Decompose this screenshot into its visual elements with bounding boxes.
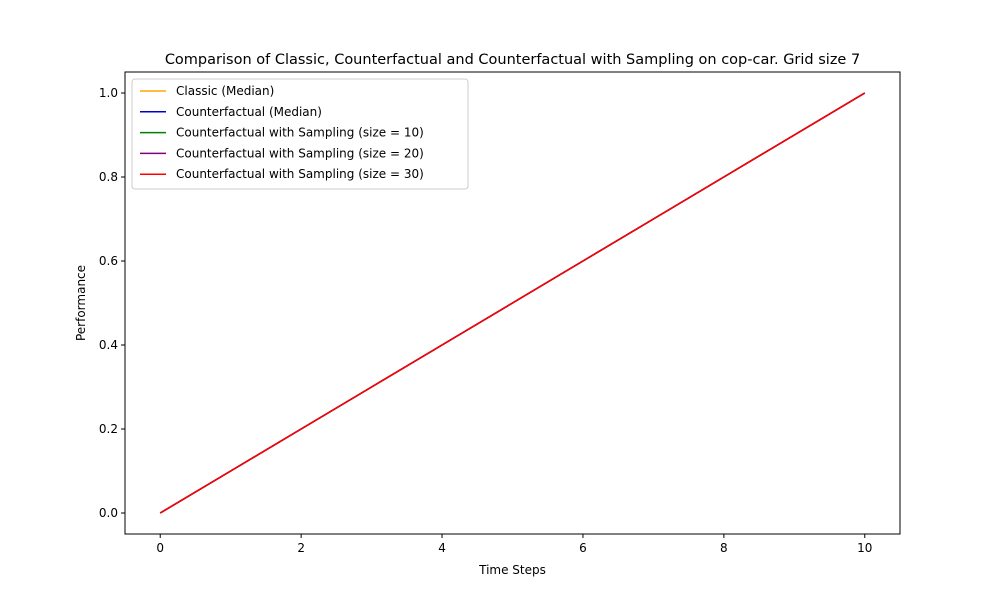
x-axis: 0 2 4 6 8 10 (156, 534, 872, 555)
x-tick-label: 6 (579, 541, 587, 555)
series-layer (159, 92, 866, 514)
y-axis: 0.0 0.2 0.4 0.6 0.8 1.0 (99, 86, 125, 520)
legend-label: Classic (Median) (176, 84, 274, 98)
x-tick-label: 2 (297, 541, 305, 555)
y-tick-label: 0.8 (99, 170, 118, 184)
legend-label: Counterfactual with Sampling (size = 10) (176, 126, 424, 140)
x-tick-label: 4 (438, 541, 446, 555)
y-tick-label: 0.4 (99, 338, 118, 352)
legend-box (131, 78, 469, 190)
y-tick-label: 0.6 (99, 254, 118, 268)
x-tick-label: 0 (156, 541, 164, 555)
legend-label: Counterfactual with Sampling (size = 30) (176, 167, 424, 181)
x-tick-label: 10 (857, 541, 872, 555)
x-axis-label: Time Steps (478, 563, 546, 577)
legend: Classic (Median) Counterfactual (Median) C… (131, 78, 469, 190)
legend-label: Counterfactual with Sampling (size = 20) (176, 146, 424, 160)
y-tick-label: 1.0 (99, 86, 118, 100)
y-tick-label: 0.2 (99, 422, 118, 436)
series-line-5 (159, 92, 866, 514)
y-axis-label: Performance (74, 265, 88, 341)
legend-label: Counterfactual (Median) (176, 105, 322, 119)
plot-frame (124, 71, 901, 535)
y-tick-label: 0.0 (99, 506, 118, 520)
x-tick-label: 8 (720, 541, 728, 555)
chart-title: Comparison of Classic, Counterfactual an… (165, 52, 860, 68)
